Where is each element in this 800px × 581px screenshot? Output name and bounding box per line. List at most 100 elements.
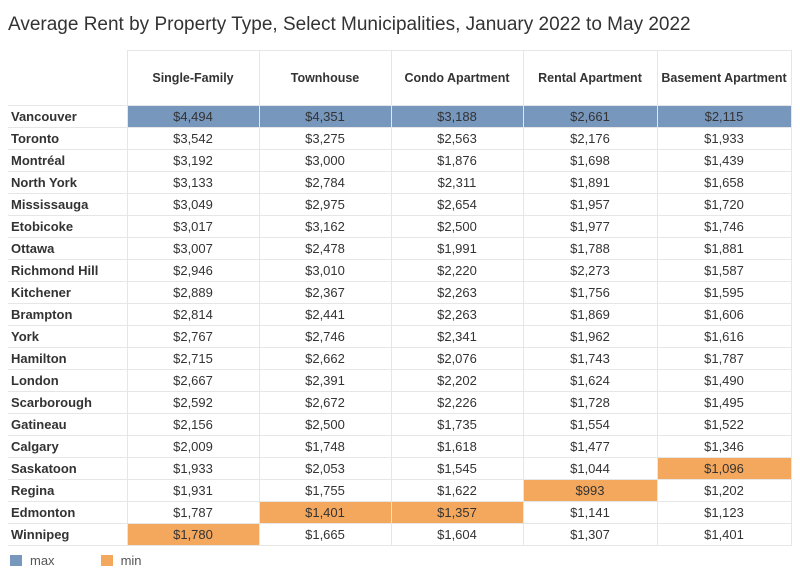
header-row: Single-Family Townhouse Condo Apartment Ren… (8, 50, 792, 106)
table-row: Montréal $3,192 $3,000 $1,876 $1,698 $1,439 (8, 149, 792, 172)
value-cell: $1,977 (522, 215, 657, 238)
value-cell: $2,975 (258, 193, 391, 216)
row-label: London (8, 369, 127, 392)
table-row: Regina $1,931 $1,755 $1,622 $993 $1,202 (8, 479, 792, 502)
value-cell: $3,275 (258, 127, 391, 150)
column-header: Townhouse (258, 50, 391, 106)
table-row: Calgary $2,009 $1,748 $1,618 $1,477 $1,346 (8, 435, 792, 458)
value-cell: $2,500 (258, 413, 391, 436)
value-cell: $1,746 (656, 215, 792, 238)
table-row: London $2,667 $2,391 $2,202 $1,624 $1,490 (8, 369, 792, 392)
value-cell: $2,672 (258, 391, 391, 414)
value-cell: $2,273 (522, 259, 657, 282)
value-cell: $2,662 (258, 347, 391, 370)
value-cell: $1,698 (522, 149, 657, 172)
value-cell: $1,044 (522, 457, 657, 480)
value-cell: $1,096 (656, 457, 792, 480)
row-label: Calgary (8, 435, 127, 458)
value-cell: $1,891 (522, 171, 657, 194)
value-cell: $2,500 (390, 215, 523, 238)
value-cell: $2,767 (126, 325, 259, 348)
legend-swatch (100, 555, 113, 566)
value-cell: $1,616 (656, 325, 792, 348)
table-row: Scarborough $2,592 $2,672 $2,226 $1,728 $1,49… (8, 391, 792, 414)
table-row: Kitchener $2,889 $2,367 $2,263 $1,756 $1,595 (8, 281, 792, 304)
table-row: York $2,767 $2,746 $2,341 $1,962 $1,616 (8, 325, 792, 348)
value-cell: $3,192 (126, 149, 259, 172)
value-cell: $2,441 (258, 303, 391, 326)
row-label: Ottawa (8, 237, 127, 260)
value-cell: $1,933 (126, 457, 259, 480)
value-cell: $1,554 (522, 413, 657, 436)
table-row: Mississauga $3,049 $2,975 $2,654 $1,957 $1,72… (8, 193, 792, 216)
table-row: Hamilton $2,715 $2,662 $2,076 $1,743 $1,787 (8, 347, 792, 370)
column-header: Single-Family (126, 50, 259, 106)
value-cell: $2,156 (126, 413, 259, 436)
row-label: Regina (8, 479, 127, 502)
value-cell: $1,881 (656, 237, 792, 260)
value-cell: $2,946 (126, 259, 259, 282)
value-cell: $993 (522, 479, 657, 502)
row-label: Richmond Hill (8, 259, 127, 282)
value-cell: $1,658 (656, 171, 792, 194)
value-cell: $3,188 (390, 105, 523, 128)
value-cell: $2,263 (390, 281, 523, 304)
value-cell: $2,814 (126, 303, 259, 326)
value-cell: $1,604 (390, 523, 523, 546)
row-label: North York (8, 171, 127, 194)
row-label: Mississauga (8, 193, 127, 216)
corner-cell (8, 51, 127, 106)
column-header: Rental Apartment (522, 50, 657, 106)
row-label: Scarborough (8, 391, 127, 414)
row-label: Toronto (8, 127, 127, 150)
value-cell: $1,346 (656, 435, 792, 458)
value-cell: $2,053 (258, 457, 391, 480)
value-cell: $1,401 (656, 523, 792, 546)
value-cell: $1,931 (126, 479, 259, 502)
value-cell: $2,263 (390, 303, 523, 326)
value-cell: $2,563 (390, 127, 523, 150)
row-label: Edmonton (8, 501, 127, 524)
value-cell: $2,715 (126, 347, 259, 370)
value-cell: $1,522 (656, 413, 792, 436)
value-cell: $1,545 (390, 457, 523, 480)
value-cell: $2,592 (126, 391, 259, 414)
value-cell: $2,220 (390, 259, 523, 282)
table-row: Brampton $2,814 $2,441 $2,263 $1,869 $1,606 (8, 303, 792, 326)
row-label: York (8, 325, 127, 348)
table-body: Vancouver $4,494 $4,351 $3,188 $2,661 $2,115 T… (8, 105, 792, 546)
value-cell: $1,933 (656, 127, 792, 150)
value-cell: $1,490 (656, 369, 792, 392)
table-row: Toronto $3,542 $3,275 $2,563 $2,176 $1,933 (8, 127, 792, 150)
table-row: Gatineau $2,156 $2,500 $1,735 $1,554 $1,522 (8, 413, 792, 436)
row-label: Montréal (8, 149, 127, 172)
value-cell: $1,755 (258, 479, 391, 502)
value-cell: $1,991 (390, 237, 523, 260)
row-label: Saskatoon (8, 457, 127, 480)
column-header: Basement Apartment (656, 50, 792, 106)
value-cell: $2,391 (258, 369, 391, 392)
value-cell: $4,494 (126, 105, 259, 128)
value-cell: $2,176 (522, 127, 657, 150)
value-cell: $1,743 (522, 347, 657, 370)
chart-title: Average Rent by Property Type, Select Mu… (8, 14, 691, 35)
value-cell: $2,341 (390, 325, 523, 348)
value-cell: $1,477 (522, 435, 657, 458)
row-label: Hamilton (8, 347, 127, 370)
row-label: Vancouver (8, 105, 127, 128)
value-cell: $1,780 (126, 523, 259, 546)
table-row: Winnipeg $1,780 $1,665 $1,604 $1,307 $1,401 (8, 523, 792, 546)
value-cell: $1,787 (126, 501, 259, 524)
value-cell: $2,784 (258, 171, 391, 194)
value-cell: $3,017 (126, 215, 259, 238)
value-cell: $1,587 (656, 259, 792, 282)
legend-swatch (10, 555, 22, 566)
value-cell: $1,595 (656, 281, 792, 304)
value-cell: $1,495 (656, 391, 792, 414)
value-cell: $1,787 (656, 347, 792, 370)
value-cell: $1,876 (390, 149, 523, 172)
value-cell: $1,728 (522, 391, 657, 414)
column-header: Condo Apartment (390, 50, 523, 106)
value-cell: $1,357 (390, 501, 523, 524)
value-cell: $3,049 (126, 193, 259, 216)
